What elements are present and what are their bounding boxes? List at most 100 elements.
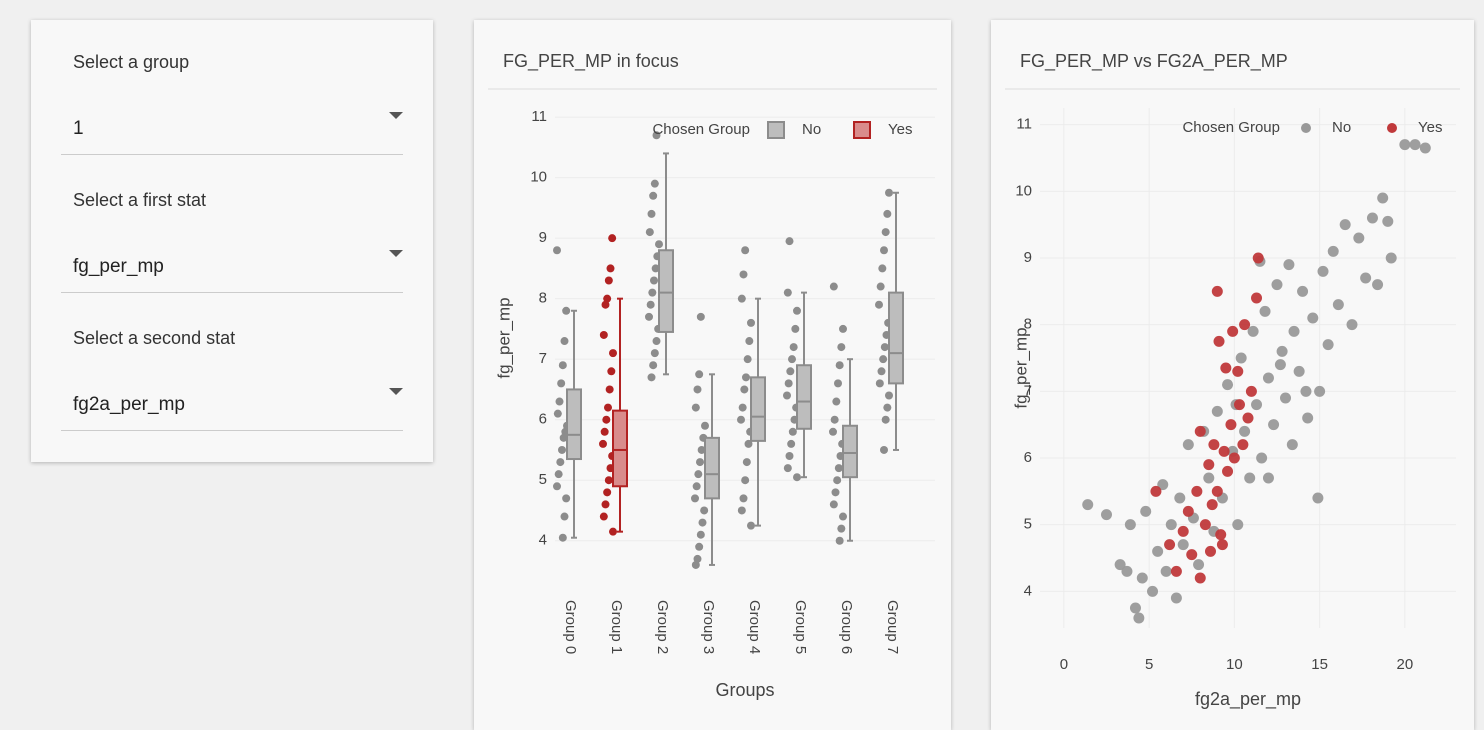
data-point <box>1204 545 1216 557</box>
y-tick-label: 5 <box>539 471 547 488</box>
select-value[interactable]: fg2a_per_mp <box>73 394 185 415</box>
chart-title: FG_PER_MP in focus <box>503 51 679 72</box>
y-tick-label: 4 <box>539 532 547 549</box>
data-point <box>700 506 709 515</box>
data-point <box>835 536 844 545</box>
data-point <box>1339 219 1351 231</box>
data-point <box>1293 365 1305 377</box>
data-point <box>1222 465 1234 477</box>
x-tick-label: 15 <box>1311 656 1328 673</box>
legend-swatch <box>767 121 785 139</box>
data-point <box>1239 319 1251 331</box>
data-point <box>1399 139 1411 151</box>
data-point <box>1271 279 1283 291</box>
data-point <box>1382 215 1394 227</box>
data-point <box>1237 439 1249 451</box>
data-point <box>881 228 890 237</box>
data-point <box>1227 325 1239 337</box>
data-point <box>1327 245 1339 257</box>
data-point <box>1283 259 1295 271</box>
data-point <box>691 403 700 412</box>
data-point <box>1203 472 1215 484</box>
box <box>750 376 766 442</box>
data-point <box>1186 549 1198 561</box>
data-point <box>1251 399 1263 411</box>
y-axis-label: fg_per_mp <box>1011 327 1030 408</box>
data-point <box>1259 305 1271 317</box>
data-point <box>744 439 753 448</box>
y-tick-label: 5 <box>1024 516 1032 533</box>
data-point <box>1136 572 1148 584</box>
data-point <box>877 367 886 376</box>
data-point <box>1317 265 1329 277</box>
box <box>704 436 720 500</box>
data-point <box>692 482 701 491</box>
data-point <box>606 264 615 273</box>
data-point <box>1191 485 1203 497</box>
data-point <box>875 379 884 388</box>
dropdown-arrow[interactable] <box>389 388 403 395</box>
data-point <box>691 560 700 569</box>
data-point <box>1385 252 1397 264</box>
data-point <box>1288 325 1300 337</box>
data-point <box>695 542 704 551</box>
y-tick-label: 9 <box>539 229 547 246</box>
x-tick-label: Group 6 <box>838 600 855 654</box>
data-point <box>783 391 791 400</box>
data-point <box>1262 372 1274 384</box>
data-point <box>1211 485 1223 497</box>
data-point <box>652 337 661 346</box>
data-point <box>1251 292 1263 304</box>
data-point <box>691 494 699 503</box>
data-point <box>558 361 567 370</box>
data-point <box>1242 412 1254 424</box>
data-point <box>601 300 610 309</box>
data-point <box>1307 312 1319 324</box>
data-point <box>562 494 571 503</box>
data-point <box>743 355 752 364</box>
data-point <box>600 427 609 436</box>
data-point <box>698 518 707 527</box>
box <box>842 424 858 479</box>
select-value[interactable]: fg_per_mp <box>73 256 164 277</box>
data-point <box>697 445 706 454</box>
legend-swatch <box>1387 123 1397 133</box>
data-point <box>834 379 842 388</box>
data-point <box>830 415 839 424</box>
data-point <box>876 282 885 291</box>
dropdown-arrow[interactable] <box>389 112 403 119</box>
data-point <box>788 427 797 436</box>
legend-title: Chosen Group <box>652 121 750 138</box>
data-point <box>645 228 654 237</box>
data-point <box>837 343 846 352</box>
data-point <box>599 330 608 339</box>
data-point <box>739 494 748 503</box>
data-point <box>603 488 612 497</box>
data-point <box>655 240 663 249</box>
data-point <box>1244 472 1256 484</box>
y-tick-label: 7 <box>539 350 547 367</box>
data-point <box>793 473 801 482</box>
data-point <box>834 464 843 473</box>
data-point <box>1121 565 1133 577</box>
y-tick-label: 6 <box>539 411 547 428</box>
data-point <box>695 370 704 379</box>
data-point <box>609 349 617 358</box>
data-point <box>1302 412 1314 424</box>
x-tick-label: Group 5 <box>792 600 809 654</box>
data-point <box>1232 365 1244 377</box>
data-point <box>880 246 888 255</box>
select-underline <box>61 430 403 431</box>
data-point <box>1225 419 1237 431</box>
data-point <box>1360 272 1372 284</box>
x-tick-label: Group 4 <box>746 600 763 654</box>
data-point <box>599 439 607 448</box>
control-label: Select a first stat <box>73 190 207 210</box>
dropdown-arrow[interactable] <box>389 250 403 257</box>
data-point <box>747 318 755 327</box>
data-point <box>605 385 614 394</box>
data-point <box>558 445 566 454</box>
data-point <box>793 306 801 315</box>
data-point <box>833 476 842 485</box>
select-value[interactable]: 1 <box>73 118 84 139</box>
